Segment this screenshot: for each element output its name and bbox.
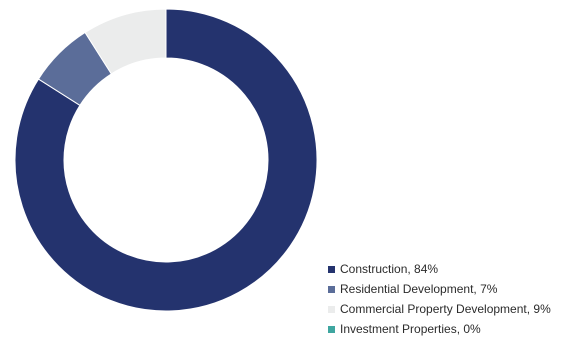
legend-swatch-residential-development [328,285,335,293]
legend-item-construction: Construction, 84% [328,259,577,279]
legend-item-residential-development: Residential Development, 7% [328,279,577,299]
legend-swatch-commercial-property-development [328,305,335,313]
legend-item-commercial-property-development: Commercial Property Development, 9% [328,299,577,319]
legend-swatch-investment-properties [328,325,335,333]
legend-label-commercial-property-development: Commercial Property Development, 9% [340,302,551,316]
slice-construction [14,8,318,312]
legend-item-investment-properties: Investment Properties, 0% [328,319,577,339]
donut-slices [14,8,318,312]
legend-label-residential-development: Residential Development, 7% [340,282,498,296]
legend-label-construction: Construction, 84% [340,262,439,276]
slice-commercial-property-development [84,8,167,75]
legend-label-investment-properties: Investment Properties, 0% [340,322,481,336]
legend-swatch-construction [328,265,335,273]
chart-legend: Construction, 84% Residential Developmen… [328,259,577,339]
